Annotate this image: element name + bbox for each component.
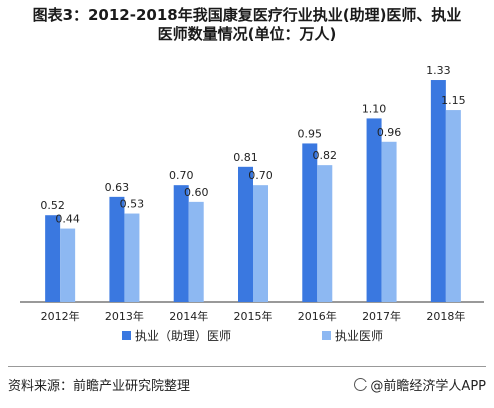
data-label-assistant-physician-6: 1.33 — [426, 64, 451, 77]
data-label-assistant-physician-5: 1.10 — [362, 102, 387, 115]
source-note: 资料来源：前瞻产业研究院整理 — [8, 379, 191, 394]
legend-label-physician: 执业医师 — [335, 329, 383, 343]
bar-assistant-physician-4 — [302, 143, 318, 302]
brand-credit: @前瞻经济学人APP — [354, 375, 486, 394]
data-label-assistant-physician-3: 0.81 — [233, 151, 258, 164]
data-label-physician-4: 0.82 — [313, 149, 338, 162]
brand-label: @前瞻经济学人APP — [370, 379, 486, 394]
x-tick-label-1: 2013年 — [105, 309, 144, 323]
brand-swirl-icon — [354, 378, 368, 391]
data-label-assistant-physician-2: 0.70 — [169, 169, 194, 182]
bar-chart: 0.520.44 2012年 0.63 0.53 2013年 0.70 0.60 2014年 0… — [20, 64, 484, 343]
bar-assistant-physician-5 — [366, 118, 382, 303]
x-tick-label-4: 2016年 — [298, 309, 337, 323]
data-label-assistant-physician-1: 0.63 — [105, 181, 130, 194]
footer-divider — [8, 366, 486, 367]
x-tick-label-0: 2012年 — [41, 309, 80, 323]
bar-assistant-physician-1 — [109, 196, 125, 302]
bar-assistant-physician-0 — [45, 215, 61, 302]
bar-physician-6 — [445, 110, 461, 302]
x-tick-label-5: 2017年 — [362, 309, 401, 323]
bar-physician-3 — [253, 185, 268, 302]
legend-swatch-physician — [322, 331, 331, 340]
data-label-physician-2: 0.60 — [184, 186, 209, 199]
bar-physician-1 — [124, 213, 140, 302]
chart-title: 图表3：2012-2018年我国康复医疗行业执业(助理)医师、执业 医师数量情况… — [0, 6, 494, 44]
x-tick-label-6: 2018年 — [426, 309, 465, 323]
bar-physician-4 — [317, 165, 333, 302]
bar-assistant-physician-3 — [238, 166, 253, 302]
bar-physician-5 — [381, 141, 397, 302]
chart-title-line-1: 图表3：2012-2018年我国康复医疗行业执业(助理)医师、执业 — [32, 6, 462, 24]
data-label-physician-3: 0.70 — [248, 169, 273, 182]
bar-assistant-physician-2 — [173, 185, 189, 302]
legend-label-assistant-physician: 执业（助理）医师 — [135, 329, 231, 343]
x-tick-label-2: 2014年 — [169, 309, 208, 323]
data-label-physician-0: 0.44 — [55, 213, 80, 226]
x-tick-label-3: 2015年 — [234, 309, 273, 323]
data-label-physician-1: 0.53 — [120, 198, 145, 211]
legend-swatch-assistant-physician — [122, 331, 131, 340]
bar-physician-0 — [60, 228, 76, 302]
data-label-assistant-physician-4: 0.95 — [298, 127, 323, 140]
data-label-physician-6: 1.15 — [441, 94, 466, 107]
data-label-physician-5: 0.96 — [377, 126, 402, 139]
data-label-assistant-physician-0: 0.52 — [40, 199, 65, 212]
bar-physician-2 — [188, 201, 204, 302]
bar-assistant-physician-6 — [430, 80, 446, 302]
chart-title-line-2: 医师数量情况(单位：万人) — [157, 25, 337, 43]
